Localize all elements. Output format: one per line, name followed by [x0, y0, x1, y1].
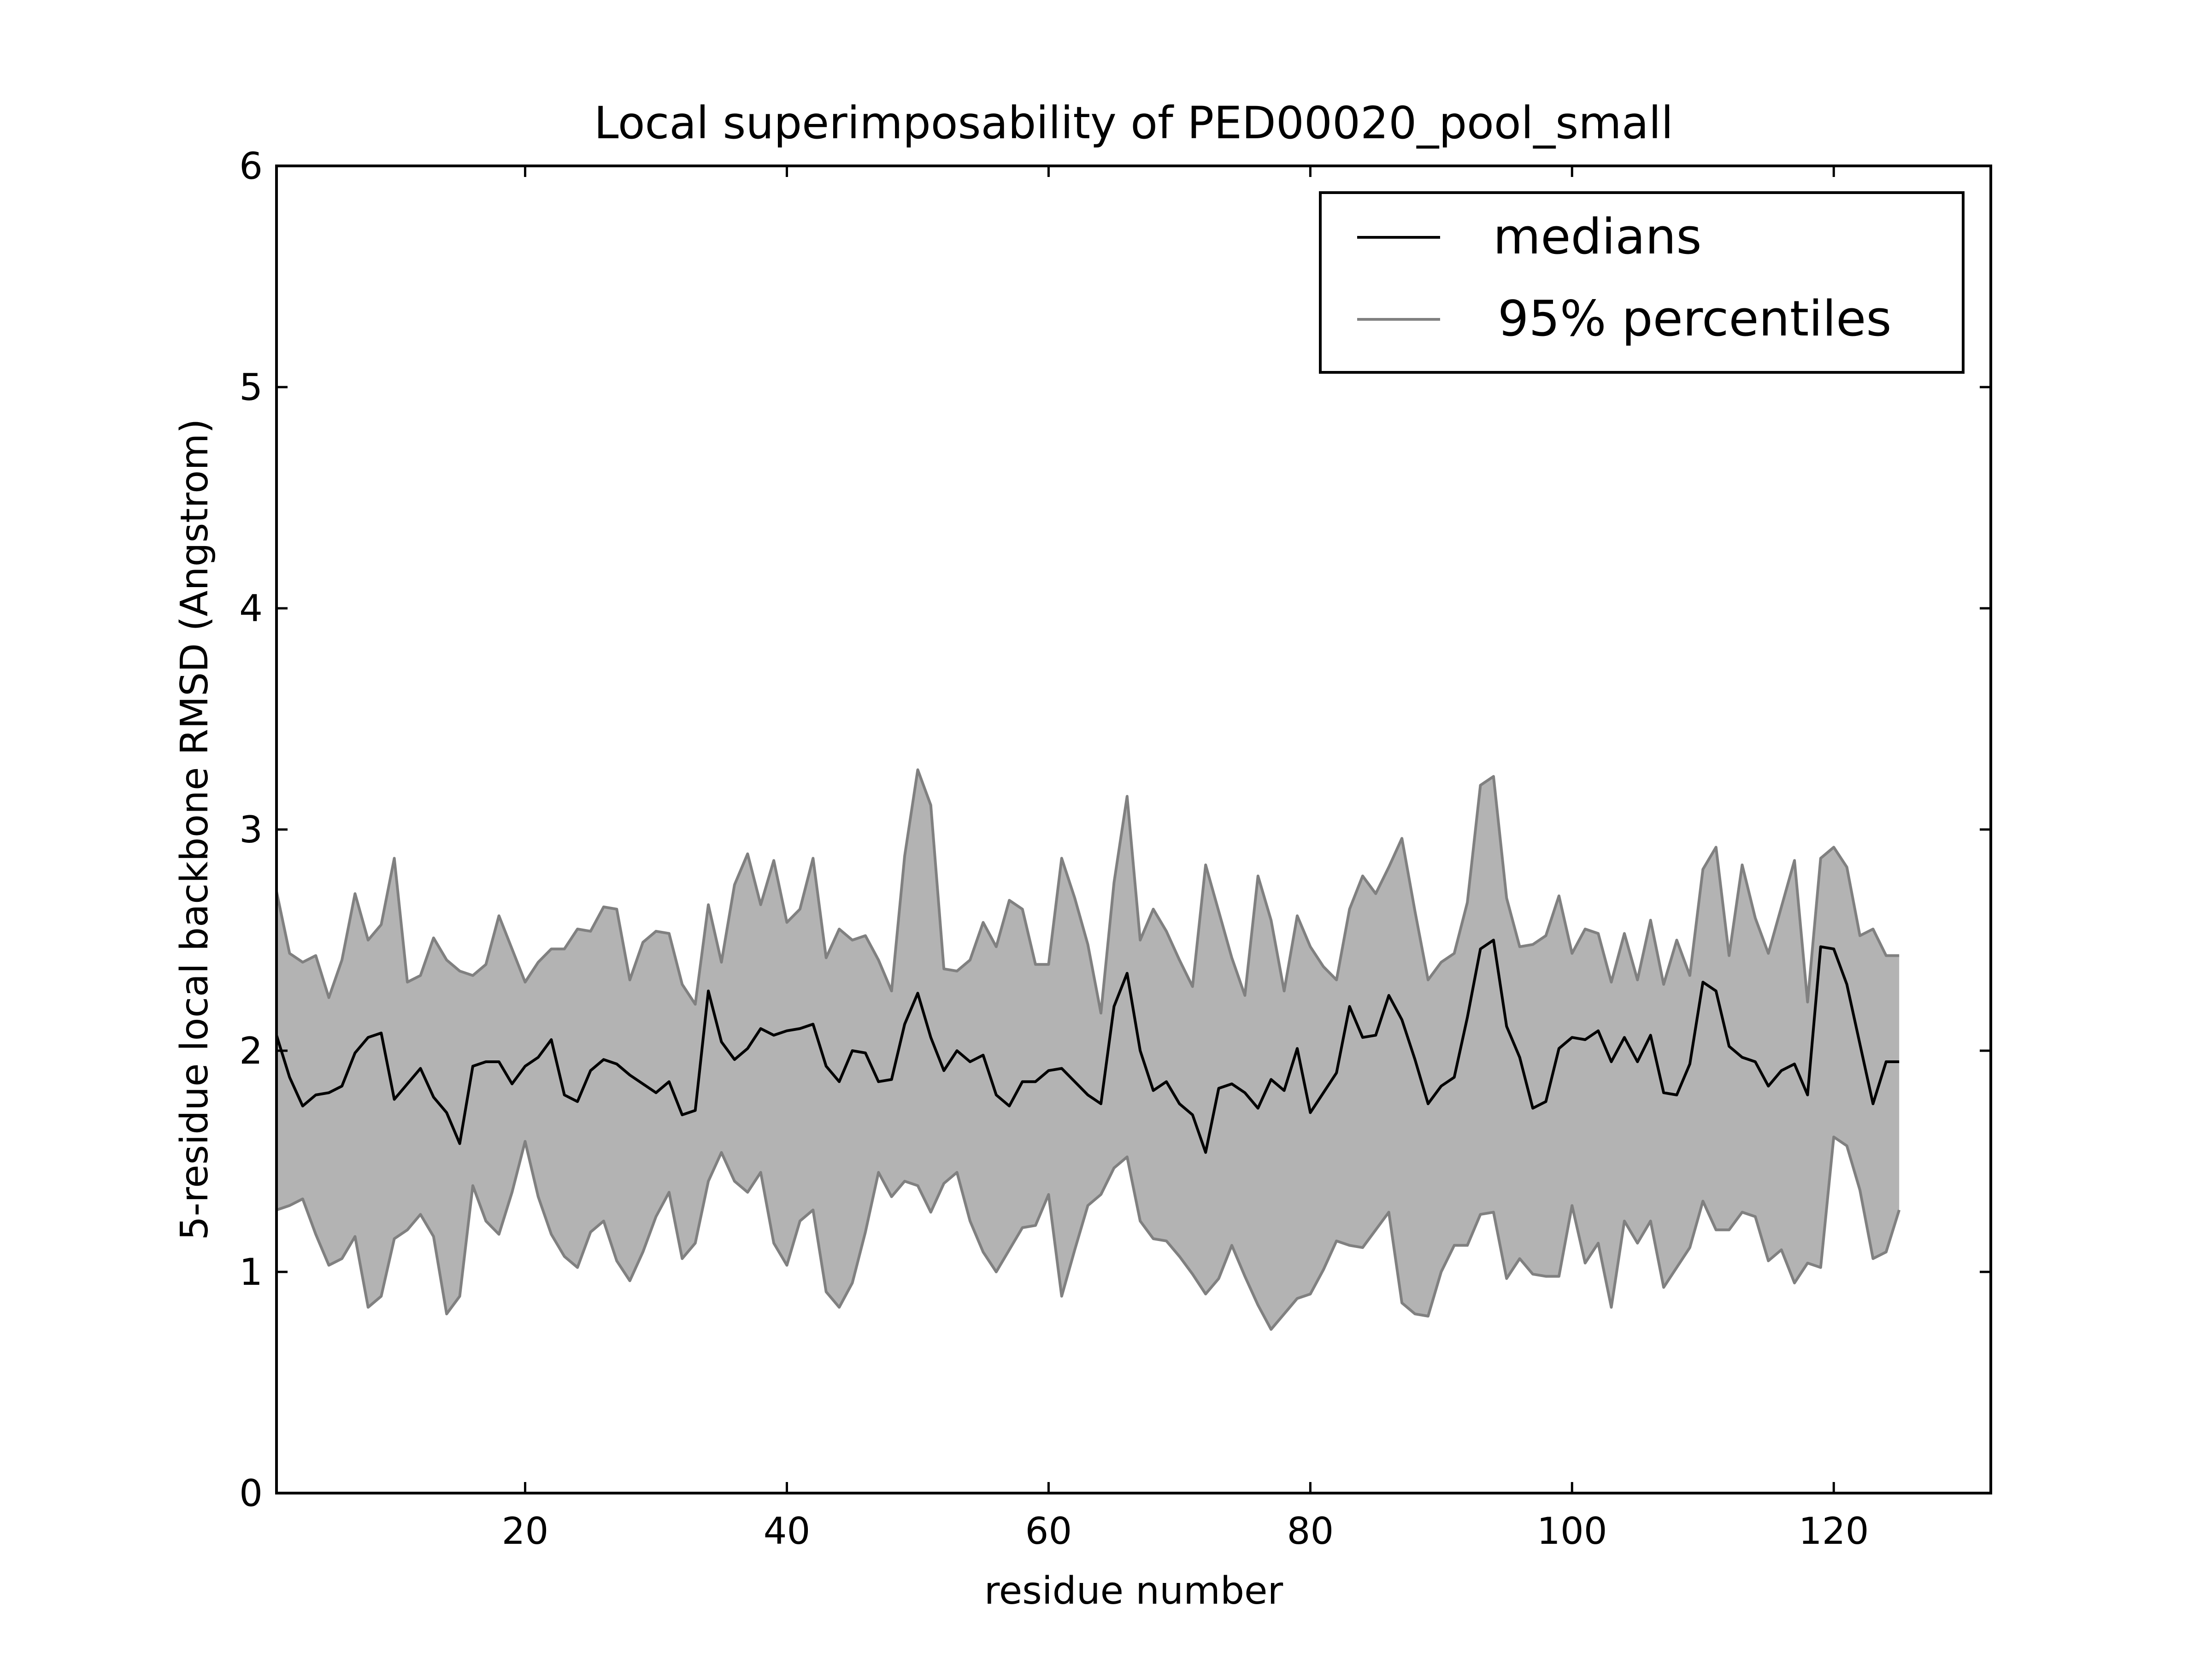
median-line-layer — [275, 939, 1900, 1154]
tick-layer: 20 40 60 80 100 120 0 1 2 3 4 5 6 — [239, 145, 1991, 1553]
legend: medians 95% percentiles — [1319, 191, 1965, 374]
legend-percentile-label: 95% percentiles — [1498, 290, 1892, 347]
y-axis-label: 5-residue local backbone RMSD (Angstrom) — [173, 419, 217, 1241]
y-tick-label: 6 — [239, 145, 263, 188]
upper-percentile-line — [275, 768, 1900, 1015]
percentile-band — [276, 770, 1900, 1330]
y-tick-label: 3 — [239, 808, 263, 851]
y-tick-label: 4 — [239, 587, 263, 630]
y-tick-label: 2 — [239, 1030, 263, 1072]
plot-frame — [275, 165, 1992, 1494]
x-tick-label: 40 — [764, 1510, 811, 1553]
lower-percentile-line — [276, 1135, 1901, 1331]
x-tick-label: 100 — [1537, 1510, 1607, 1553]
x-tick-label: 20 — [502, 1510, 549, 1553]
x-tick-label: 80 — [1287, 1510, 1334, 1553]
x-tick-label: 120 — [1799, 1510, 1869, 1553]
median-line — [275, 939, 1900, 1154]
chart-title: Local superimposability of PED00020_pool… — [594, 97, 1673, 149]
y-tick-label: 5 — [239, 366, 263, 409]
y-tick-label: 1 — [239, 1251, 263, 1294]
legend-median-label: medians — [1493, 208, 1702, 265]
x-axis-label: residue number — [984, 1569, 1283, 1613]
percentile-band-layer — [275, 768, 1901, 1331]
plot-area — [276, 166, 1991, 1493]
y-tick-label: 0 — [239, 1472, 263, 1515]
legend-box — [1319, 191, 1965, 374]
x-tick-label: 60 — [1025, 1510, 1072, 1553]
